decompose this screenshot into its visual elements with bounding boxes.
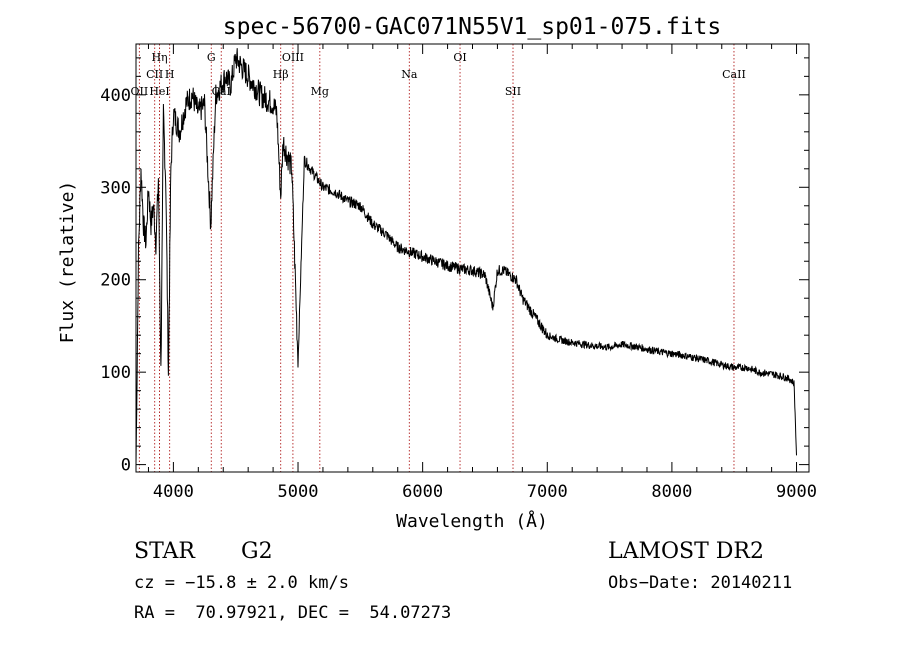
marker-label-9: Mg (311, 85, 329, 98)
y-tick-label-3: 300 (100, 178, 131, 198)
marker-label-11: OI (453, 51, 466, 64)
y-tick-label-1: 100 (100, 363, 131, 383)
marker-label-13: CaII (722, 68, 746, 81)
plot-frame (135, 43, 810, 473)
x-tick-label-0: 4000 (153, 482, 194, 502)
x-tick-label-5: 9000 (776, 482, 817, 502)
object-subclass: G2 (241, 539, 273, 564)
marker-label-7: OIII (282, 51, 304, 64)
marker-label-6: CaI (212, 85, 231, 98)
marker-label-5: G (207, 51, 216, 64)
chart-title: spec-56700-GAC071N55V1_sp01-075.fits (223, 14, 722, 40)
x-tick-label-1: 5000 (278, 482, 319, 502)
x-tick-label-3: 7000 (527, 482, 568, 502)
x-tick-label-2: 6000 (402, 482, 443, 502)
marker-label-4: H (165, 68, 175, 81)
survey-name: LAMOST DR2 (608, 539, 764, 564)
marker-label-3: HeI (149, 85, 169, 98)
marker-label-2: Hη (151, 51, 167, 64)
marker-label-0: CII (146, 68, 163, 81)
spectrum-line (135, 48, 797, 465)
marker-label-8: Hβ (273, 68, 289, 81)
y-axis-label: Flux (relative) (57, 181, 78, 344)
y-tick-label-2: 200 (100, 271, 131, 291)
x-tick-label-4: 8000 (651, 482, 692, 502)
marker-label-12: SII (505, 85, 521, 98)
observation-date: Obs−Date: 20140211 (608, 573, 793, 593)
marker-label-10: Na (401, 68, 418, 81)
y-tick-label-4: 400 (100, 86, 131, 106)
redshift-value: cz = −15.8 ± 2.0 km/s (134, 573, 349, 593)
y-tick-label-0: 0 (121, 456, 131, 476)
x-axis-label: Wavelength (Å) (396, 510, 548, 532)
object-class: STAR (134, 539, 195, 564)
marker-label-1: OII (131, 85, 149, 98)
sky-coordinates: RA = 70.97921, DEC = 54.07273 (134, 603, 452, 623)
